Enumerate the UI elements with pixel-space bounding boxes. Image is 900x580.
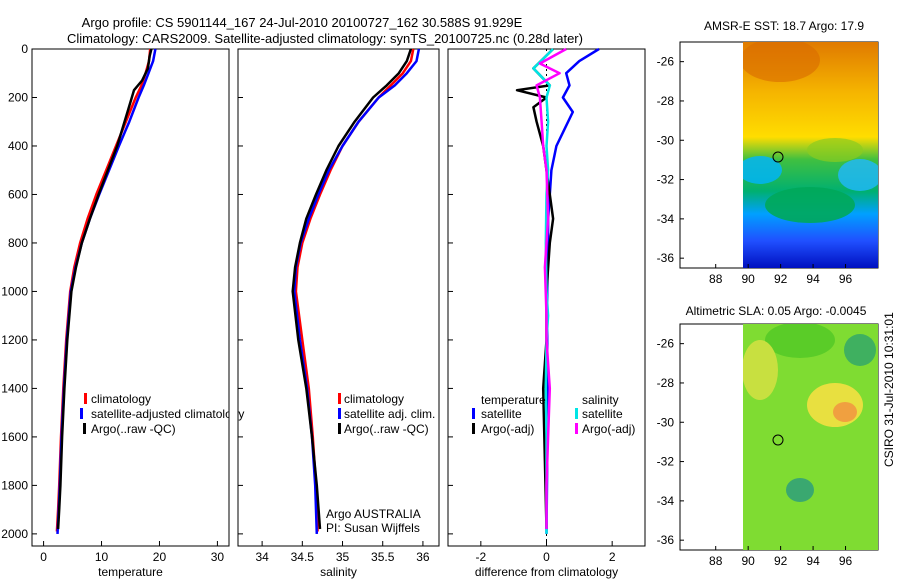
y-tick-label: 1800 (1, 478, 28, 492)
map-x-tick-label: 96 (839, 272, 853, 286)
y-tick-label: 200 (8, 90, 28, 104)
map-y-tick-label: -36 (657, 251, 675, 265)
legend-label: climatology (344, 392, 404, 406)
legend-clip-mask (229, 400, 238, 430)
pi-annotation: PI: Susan Wijffels (326, 521, 420, 535)
map-axes: -26 -28 -30 -32 -34 -36 88 90 92 94 96 -26 -28 -30 -32… (657, 55, 853, 568)
map-y-tick-label: -30 (657, 133, 675, 147)
side-label: CSIRO 31-Jul-2010 10:31:01 (882, 312, 896, 467)
x-tick-label: 34 (255, 550, 269, 564)
map-y-tick-label: -32 (657, 173, 675, 187)
argo-location-marker (772, 434, 784, 446)
x-axis-label: salinity (320, 565, 357, 579)
legend-label: satellite (582, 407, 623, 421)
legend-swatch-satellite (338, 408, 341, 419)
legend-label: satellite adj. clim. (344, 407, 435, 421)
x-tick-label: 0 (40, 550, 47, 564)
platform-annotation: Argo AUSTRALIA (326, 507, 421, 521)
series-line-temperature-satellite (545, 47, 600, 534)
map-x-tick-label: 92 (774, 272, 788, 286)
map-y-tick-label: -26 (657, 337, 675, 351)
title-line1: Argo profile: CS 5901144_167 24-Jul-2010… (82, 15, 523, 30)
legend-label: satellite (481, 407, 522, 421)
title-line2: Climatology: CARS2009. Satellite-adjuste… (67, 31, 583, 46)
y-tick-label: 2000 (1, 527, 28, 541)
sla-map-title: Altimetric SLA: 0.05 Argo: -0.0045 (686, 304, 867, 318)
x-tick-label: 10 (95, 550, 109, 564)
x-tick-label: 2 (609, 550, 616, 564)
map-y-tick-label: -28 (657, 376, 675, 390)
series-line-climatology (294, 48, 415, 532)
series-line-salinity-argo-adj- (535, 47, 567, 529)
legend-swatch-temp-argo (472, 423, 475, 434)
x-axis-label: temperature (98, 565, 163, 579)
x-tick-label: -2 (475, 550, 486, 564)
map-x-tick-label: 88 (709, 554, 723, 568)
x-tick-label: 0 (543, 550, 550, 564)
map-y-tick-label: -34 (657, 494, 675, 508)
legend-title-salinity: salinity (582, 393, 619, 407)
map-y-tick-label: -28 (657, 94, 675, 108)
x-tick-label: 30 (211, 550, 225, 564)
argo-location-marker (772, 151, 784, 163)
map-x-tick-label: 92 (774, 554, 788, 568)
legend-swatch-climatology (338, 393, 341, 404)
temperature-legend: climatology satellite-adjusted climatolo… (80, 392, 244, 436)
y-tick-label: 1600 (1, 430, 28, 444)
legend-swatch-sal-satellite (575, 408, 578, 419)
legend-label: Argo(..raw -QC) (344, 422, 429, 436)
series-line-argo (291, 48, 413, 530)
y-tick-label: 1400 (1, 381, 28, 395)
map-x-tick-label: 88 (709, 272, 723, 286)
legend-swatch-satellite (80, 408, 83, 419)
sla-map-image (743, 324, 878, 550)
series-line-satellite (293, 48, 421, 534)
legend-swatch-climatology (84, 393, 87, 404)
legend-swatch-argo (83, 423, 86, 434)
y-tick-label: 0 (21, 42, 28, 56)
sst-map-image (743, 42, 878, 268)
x-tick-label: 35 (336, 550, 350, 564)
map-y-tick-label: -36 (657, 533, 675, 547)
x-axis-label: difference from climatology (475, 565, 618, 579)
y-tick-label: 600 (8, 187, 28, 201)
map-x-tick-label: 96 (839, 554, 853, 568)
map-x-tick-label: 90 (741, 272, 755, 286)
legend-label: climatology (91, 392, 151, 406)
y-tick-label: 1200 (1, 333, 28, 347)
y-tick-label: 400 (8, 139, 28, 153)
legend-label: satellite-adjusted climatology (91, 407, 244, 421)
legend-swatch-temp-satellite (472, 408, 475, 419)
x-tick-label: 35.5 (371, 550, 395, 564)
x-tick-label: 20 (153, 550, 167, 564)
x-tick-label: 36 (416, 550, 430, 564)
temperature-plot: 0 10 20 30 temperature 0 200 400 600 800 1000 1200 1… (1, 42, 224, 579)
legend-swatch-argo (338, 423, 341, 434)
map-y-tick-label: -34 (657, 212, 675, 226)
map-x-tick-label: 94 (806, 272, 820, 286)
salinity-plot: 34 34.5 35 35.5 36 salinity (238, 48, 430, 579)
legend-label: Argo(-adj) (481, 422, 534, 436)
legend-label: Argo(..raw -QC) (91, 422, 176, 436)
legend-title-temperature: temperature (481, 393, 546, 407)
map-x-tick-label: 90 (741, 554, 755, 568)
temperature-axes (31, 48, 230, 547)
series-line-salinity-satellite (532, 48, 554, 534)
legend-swatch-sal-argo (575, 423, 578, 434)
x-tick-label: 34.5 (291, 550, 315, 564)
map-y-tick-label: -26 (657, 55, 675, 69)
series-line-argo (56, 48, 153, 530)
salinity-axes (237, 48, 440, 547)
y-tick-label: 1000 (1, 284, 28, 298)
map-x-tick-label: 94 (806, 554, 820, 568)
legend-label: Argo(-adj) (582, 422, 635, 436)
y-tick-label: 800 (8, 236, 28, 250)
map-y-tick-label: -30 (657, 415, 675, 429)
map-y-tick-label: -32 (657, 455, 675, 469)
salinity-legend: climatology satellite adj. clim. Argo(..… (338, 392, 435, 436)
difference-legend: temperature satellite Argo(-adj) salinit… (472, 393, 635, 436)
sst-map-title: AMSR-E SST: 18.7 Argo: 17.9 (704, 19, 864, 33)
